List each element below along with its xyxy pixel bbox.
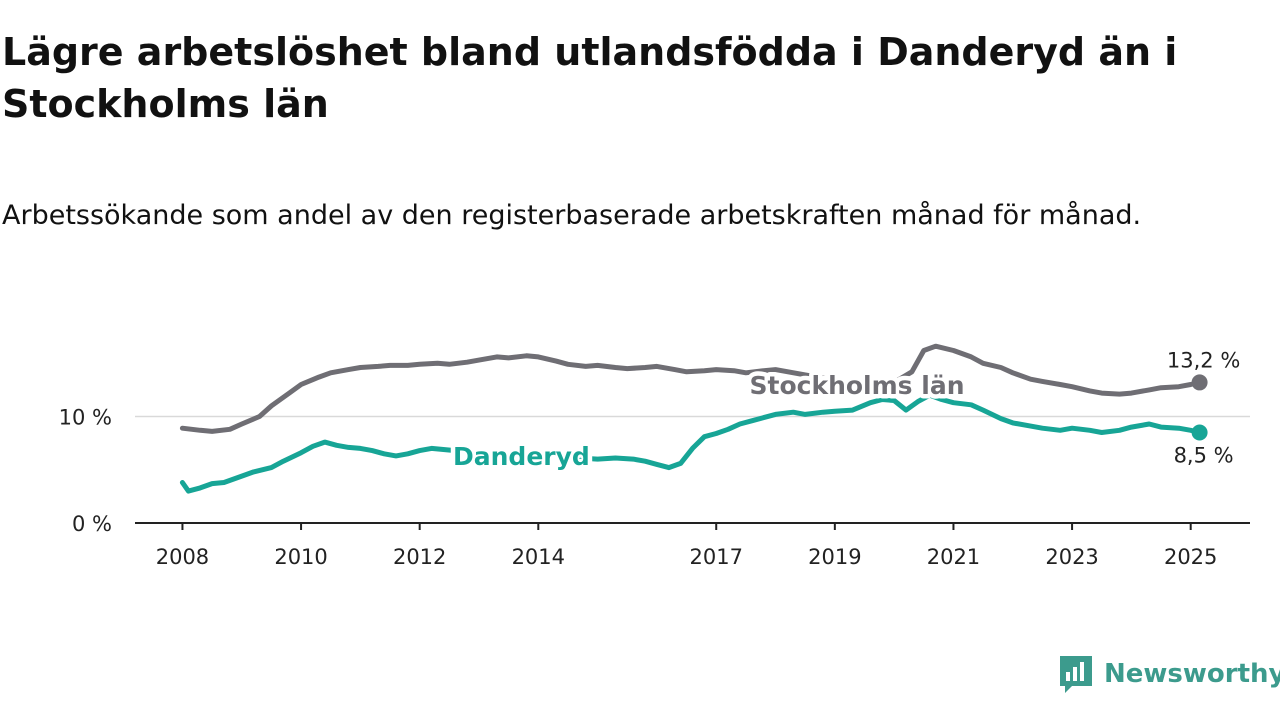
x-tick-label: 2019	[808, 545, 861, 569]
y-tick-label: 0 %	[72, 512, 112, 536]
series-end-label: 13,2 %	[1167, 348, 1240, 372]
x-tick-label: 2023	[1045, 545, 1098, 569]
brand-logo: Newsworthy	[1058, 654, 1280, 694]
series-name-label: Danderyd	[453, 442, 590, 471]
series-name-label: Stockholms län	[750, 371, 965, 400]
x-tick-label: 2021	[927, 545, 980, 569]
x-tick-label: 2025	[1164, 545, 1217, 569]
newsworthy-logo-icon	[1060, 656, 1092, 693]
series-end-marker	[1191, 424, 1208, 441]
x-tick-label: 2008	[156, 545, 209, 569]
series-end-label: 8,5 %	[1174, 443, 1234, 467]
x-tick-label: 2014	[512, 545, 565, 569]
series-end-marker	[1191, 374, 1208, 391]
x-tick-label: 2010	[274, 545, 327, 569]
chart-subtitle: Arbetssökande som andel av den registerb…	[2, 200, 1142, 231]
chart-title: Lägre arbetslöshet bland utlandsfödda i …	[2, 30, 1178, 126]
x-tick-label: 2017	[689, 545, 742, 569]
series-line-stockholms-län	[179, 343, 1203, 434]
brand-name: Newsworthy	[1104, 659, 1280, 689]
y-tick-label: 10 %	[59, 406, 112, 430]
x-tick-label: 2012	[393, 545, 446, 569]
series-line-danderyd	[179, 392, 1203, 494]
